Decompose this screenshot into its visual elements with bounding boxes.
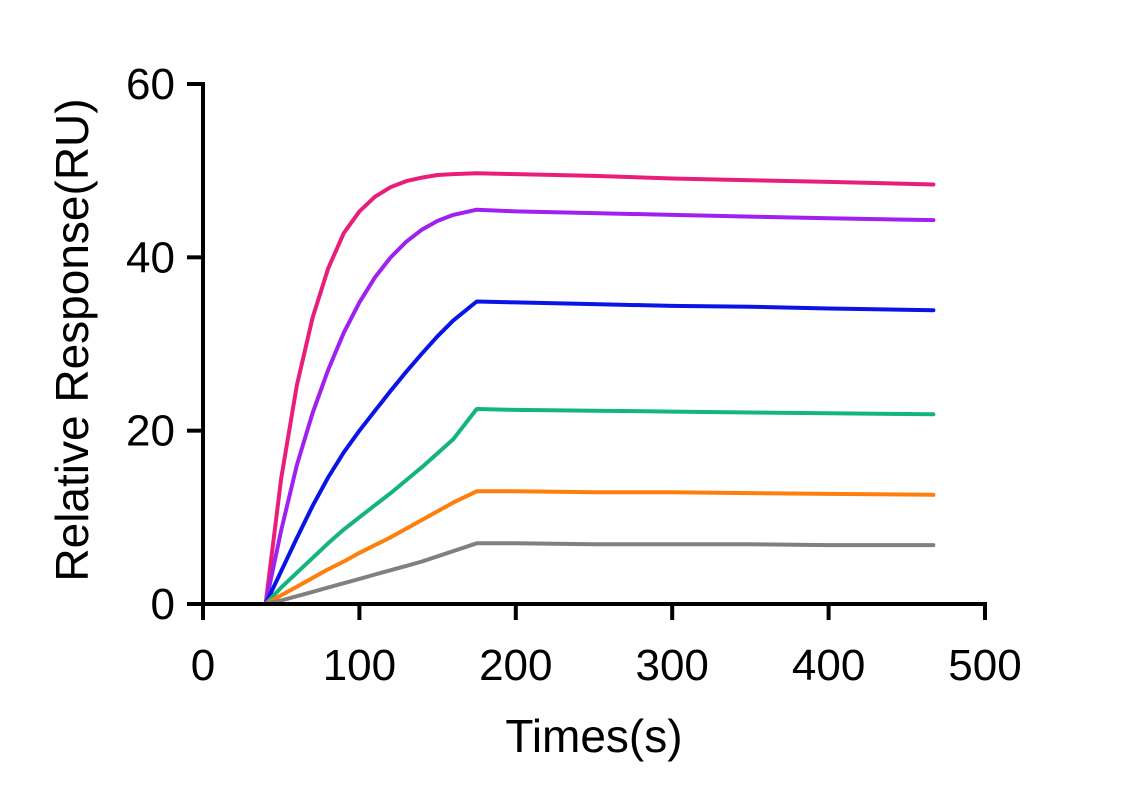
x-tick-label: 400 bbox=[792, 641, 865, 690]
series-line-1 bbox=[201, 171, 936, 606]
x-tick-label: 0 bbox=[191, 641, 215, 690]
y-tick-label: 20 bbox=[126, 407, 175, 456]
x-tick-label: 300 bbox=[635, 641, 708, 690]
series-line-5 bbox=[201, 489, 936, 606]
x-tick-label: 500 bbox=[948, 641, 1021, 690]
series-line-3 bbox=[201, 299, 936, 606]
ticks-layer: 0 100 200 300 400 500 0 20 40 60 bbox=[126, 60, 1022, 690]
series-line-6 bbox=[201, 541, 936, 606]
axes-layer bbox=[201, 82, 987, 606]
x-axis-label: Times(s) bbox=[505, 710, 682, 762]
y-tick-label: 40 bbox=[126, 233, 175, 282]
x-tick-label: 100 bbox=[323, 641, 396, 690]
x-tick-label: 200 bbox=[479, 641, 552, 690]
series-layer bbox=[201, 171, 936, 606]
y-axis-label: Relative Response(RU) bbox=[46, 98, 98, 581]
series-line-2 bbox=[201, 207, 936, 606]
series-line-4 bbox=[201, 407, 936, 606]
y-tick-label: 0 bbox=[151, 580, 175, 629]
y-tick-label: 60 bbox=[126, 60, 175, 109]
